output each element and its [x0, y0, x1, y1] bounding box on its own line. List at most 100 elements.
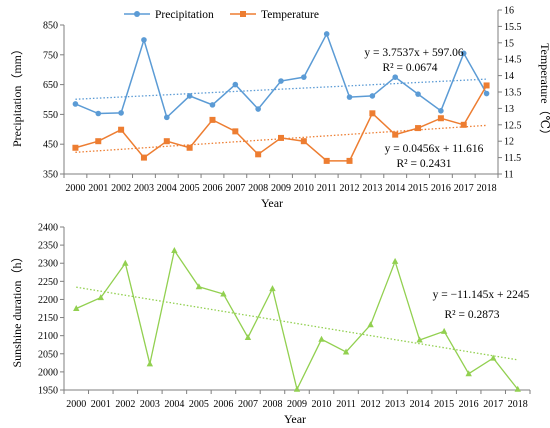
bottom-x-tick-label: 2003	[140, 399, 160, 410]
top-right-tick-label: 15.5	[504, 22, 522, 33]
point-sunshine	[122, 259, 129, 266]
top-x-tick-label: 2004	[157, 183, 177, 194]
point-precipitation	[483, 90, 490, 97]
point-temperature	[95, 138, 102, 145]
point-sunshine	[220, 290, 227, 297]
top-right-tick-label: 16	[504, 6, 514, 17]
top-left-tick-label: 450	[43, 140, 58, 151]
bottom-x-tick-label: 2017	[483, 399, 503, 410]
temperature-trend-r2: R² = 0.2431	[397, 158, 452, 170]
point-temperature	[415, 125, 422, 132]
bottom-x-tick-label: 2002	[115, 399, 135, 410]
trendline-precipitation	[75, 78, 487, 100]
point-precipitation	[163, 114, 170, 121]
point-precipitation	[118, 110, 124, 116]
point-precipitation	[460, 50, 467, 57]
bottom-x-tick-label: 2013	[385, 399, 405, 410]
point-precipitation	[95, 110, 102, 117]
point-precipitation	[278, 78, 284, 84]
top-right-tick-label: 15	[504, 38, 514, 49]
top-x-tick-label: 2000	[65, 183, 85, 194]
point-sunshine	[73, 305, 80, 311]
top-x-tick-label: 2005	[180, 183, 200, 194]
precipitation-trend-equation: y = 3.7537x + 597.06	[364, 47, 463, 59]
bottom-left-tick-label: 2250	[38, 277, 58, 288]
bottom-x-tick-label: 2005	[189, 399, 209, 410]
top-left-tick-label: 750	[43, 50, 58, 61]
point-sunshine	[293, 385, 301, 392]
bottom-x-tick-label: 2000	[66, 399, 86, 410]
top-x-axis-label: Year	[261, 196, 283, 210]
bottom-x-tick-label: 2008	[262, 399, 282, 410]
point-sunshine	[416, 336, 423, 343]
point-temperature	[346, 157, 353, 164]
bottom-chart: 1950 2000 2050 2100 2150 2200 2250 2300 2350 2400…	[10, 223, 531, 426]
point-temperature	[232, 128, 239, 135]
temperature-trend-equation: y = 0.0456x + 11.616	[385, 143, 484, 155]
bottom-left-tick-label: 2300	[38, 259, 58, 270]
legend-temperature-marker	[240, 11, 246, 17]
point-precipitation	[346, 94, 353, 100]
top-x-tick-label: 2013	[362, 183, 382, 194]
top-x-tick-label: 2011	[317, 183, 337, 194]
sunshine-trend-equation: y = −11.145x + 2245	[433, 289, 530, 301]
point-temperature	[437, 115, 444, 122]
top-x-tick-label: 2016	[431, 183, 451, 194]
point-precipitation	[232, 81, 239, 88]
point-precipitation	[72, 101, 79, 107]
top-x-tick-label: 2008	[248, 183, 268, 194]
point-sunshine	[514, 385, 521, 392]
top-right-tick-label: 14	[504, 71, 514, 82]
top-right-tick-label: 14.5	[504, 55, 522, 66]
top-x-tick-label: 2010	[294, 183, 314, 194]
top-left-tick-label: 650	[43, 80, 58, 91]
point-temperature	[369, 110, 376, 117]
top-right-tick-label: 11	[504, 170, 514, 181]
point-sunshine	[490, 354, 497, 361]
point-precipitation	[209, 102, 216, 108]
top-x-tick-label: 2018	[477, 183, 497, 194]
bottom-x-tick-label: 2009	[287, 399, 307, 410]
point-temperature	[72, 144, 79, 151]
bottom-left-tick-label: 2350	[38, 241, 58, 252]
point-temperature	[163, 138, 170, 145]
top-x-tick-label: 2006	[202, 183, 222, 194]
top-right-tick-label: 13.5	[504, 88, 522, 99]
point-temperature	[186, 144, 193, 151]
point-precipitation	[301, 74, 307, 80]
top-x-tick-label: 2003	[134, 183, 154, 194]
bottom-x-tick-label: 2007	[238, 399, 258, 410]
point-precipitation	[186, 93, 193, 99]
point-sunshine	[342, 348, 350, 355]
top-left-tick-label: 550	[43, 110, 58, 121]
point-temperature	[140, 154, 147, 161]
bottom-x-tick-label: 2004	[164, 399, 184, 410]
point-temperature	[460, 121, 467, 128]
point-sunshine	[391, 257, 399, 264]
bottom-left-tick-label: 2150	[38, 313, 58, 324]
bottom-x-tick-label: 2016	[459, 399, 479, 410]
top-x-tick-label: 2002	[111, 183, 131, 194]
bottom-x-tick-label: 2012	[361, 399, 381, 410]
bottom-x-tick-label: 2011	[336, 399, 356, 410]
top-left-axis-label: Precipitation（mm）	[10, 43, 24, 147]
top-x-tick-label: 2009	[271, 183, 291, 194]
top-x-tick-label: 2014	[385, 183, 405, 194]
top-right-tick-label: 11.5	[504, 153, 521, 164]
point-sunshine	[171, 247, 178, 254]
bottom-left-tick-label: 2400	[38, 223, 58, 234]
top-x-tick-label: 2001	[88, 183, 108, 194]
point-sunshine	[318, 335, 325, 342]
point-precipitation	[438, 108, 444, 114]
precipitation-trend-r2: R² = 0.0674	[383, 62, 438, 74]
point-precipitation	[141, 37, 147, 43]
top-chart: 350 450 550 650 750 850 11 11.5 12 12.5 13 13.5 14 1…	[10, 6, 550, 211]
bottom-x-axis-label: Year	[284, 412, 306, 426]
bottom-x-tick-label: 2018	[508, 399, 528, 410]
point-temperature	[483, 82, 490, 89]
point-sunshine	[367, 321, 374, 328]
top-right-tick-label: 12.5	[504, 120, 522, 131]
point-precipitation	[323, 31, 330, 37]
top-right-tick-label: 12	[504, 137, 514, 148]
